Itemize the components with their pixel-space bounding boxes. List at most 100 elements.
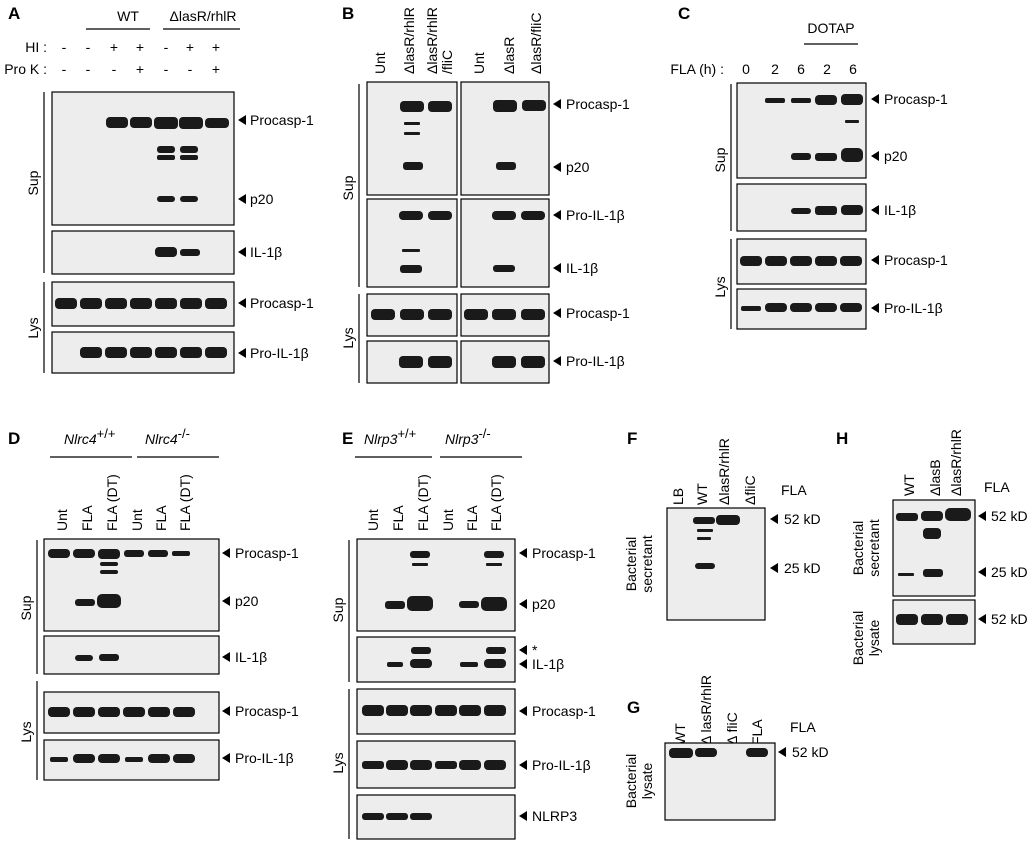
panel-a-hi-6: + [186, 39, 194, 55]
panel-a-label-procasp: Procasp-1 [250, 112, 314, 128]
panel-b-lane-lasr: ΔlasR [501, 37, 517, 74]
panel-g-letter: G [627, 698, 640, 717]
panel-c-time-1: 0 [742, 61, 750, 77]
panel-c-time-2: 2 [771, 61, 779, 77]
panel-a-label-proil1b: Pro-IL-1β [250, 345, 309, 361]
panel-g-title: FLA [790, 719, 816, 735]
panel-c-time-3: 6 [797, 61, 805, 77]
panel-a-hi-7: + [212, 39, 220, 55]
panel-b-label-proil1b-lys: Pro-IL-1β [566, 353, 625, 369]
panel-c-row-label: FLA (h) : [670, 61, 724, 77]
panel-b-lane-unt-2: Unt [471, 52, 487, 74]
panel-a-label-p20: p20 [250, 191, 274, 207]
panel-d-blot-sup-il1b [43, 635, 220, 675]
panel-a: A WT ΔlasR/rhlR HI : Pro K : - - + + - +… [4, 4, 314, 374]
panel-d-lane-1: Unt [54, 509, 70, 531]
panel-a-bracket-lys: Lys [25, 317, 41, 338]
panel-h-marker-25: 25 kD [991, 564, 1028, 580]
panel-e-label-p20: p20 [532, 596, 556, 612]
panel-g: G WT Δ lasR/rhlR Δ fliC FLA FLA Bacteria… [623, 675, 829, 821]
panel-e-label-asterisk: * [532, 642, 538, 658]
panel-b-bracket-lys: Lys [340, 327, 356, 348]
panel-d-label-proil1b: Pro-IL-1β [235, 750, 294, 766]
panel-c-bracket-sup: Sup [712, 147, 728, 172]
panel-f-lane-wt: WT [694, 483, 710, 505]
panel-c: C DOTAP FLA (h) : 0 2 6 2 6 [670, 4, 948, 330]
panel-e-letter: E [342, 429, 353, 448]
panel-d-lane-4: Unt [129, 509, 145, 531]
panel-c-letter: C [678, 4, 690, 23]
panel-d-lane-5: FLA [153, 505, 169, 531]
panel-b-lane-lasr-flic: ΔlasR/fliC [528, 13, 544, 74]
panel-c-label-p20: p20 [884, 148, 908, 164]
panel-g-lane-fla: FLA [749, 719, 765, 745]
panel-e-lane-3: FLA (DT) [415, 474, 431, 531]
panel-b-lane-lasrrhlr-flic-1: ΔlasR/rhlR [424, 7, 440, 74]
panel-g-marker-52: 52 kD [792, 744, 829, 760]
panel-e-lane-1: Unt [365, 509, 381, 531]
panel-h-side-lys-1: Bacterial [850, 611, 866, 665]
panel-b-blot-sup-procasp-left [366, 81, 458, 196]
panel-d-label-p20: p20 [235, 593, 259, 609]
panel-b-lane-lasrrhlr: ΔlasR/rhlR [401, 7, 417, 74]
panel-a-hi-4: + [136, 39, 144, 55]
panel-g-lane-wt: WT [672, 723, 688, 745]
panel-e-label-procasp-lys: Procasp-1 [532, 703, 596, 719]
panel-e-lane-2: FLA [390, 505, 406, 531]
panel-b-bracket-sup: Sup [340, 175, 356, 200]
panel-b-letter: B [342, 4, 354, 23]
panel-e: E Nlrp3+/+ Nlrp3-/- Unt FLA FLA (DT) Unt… [330, 426, 596, 840]
panel-d-label-procasp: Procasp-1 [235, 545, 299, 561]
panel-b-label-procasp-lys: Procasp-1 [566, 305, 630, 321]
panel-e-bracket-sup: Sup [330, 597, 346, 622]
panel-b-label-procasp: Procasp-1 [566, 96, 630, 112]
panel-d-lane-2: FLA [79, 505, 95, 531]
panel-a-hi-5: - [164, 39, 169, 55]
panel-d-bracket-sup: Sup [18, 595, 34, 620]
panel-h-side-sec-1: Bacterial [850, 521, 866, 575]
panel-f-blot-secretant [666, 507, 766, 621]
panel-b-label-il1b: IL-1β [566, 260, 598, 276]
panel-a-letter: A [8, 4, 20, 23]
panel-e-lane-4: Unt [440, 509, 456, 531]
panel-b-lane-unt-1: Unt [372, 52, 388, 74]
panel-h-lane-lasrrhlr: ΔlasR/rhlR [948, 429, 964, 496]
panel-b-label-proil1b: Pro-IL-1β [566, 207, 625, 223]
panel-a-prok-5: - [164, 61, 169, 77]
panel-f-marker-25: 25 kD [784, 560, 821, 576]
panel-h-side-sec-2: secretant [866, 519, 882, 577]
panel-a-row-prok-label: Pro K : [4, 61, 47, 77]
panel-d-lane-6: FLA (DT) [177, 474, 193, 531]
panel-e-bracket-lys: Lys [330, 752, 346, 773]
panel-a-blot-sup-procasp [51, 91, 235, 226]
panel-b-label-p20: p20 [566, 159, 590, 175]
panel-f-lane-lb: LB [670, 488, 686, 505]
panel-e-label-procasp: Procasp-1 [532, 545, 596, 561]
panel-e-label-nlrp3: NLRP3 [532, 808, 577, 824]
panel-e-lane-5: FLA [464, 505, 480, 531]
panel-d-label-il1b: IL-1β [235, 649, 267, 665]
panel-a-group-mutant: ΔlasR/rhlR [170, 8, 237, 24]
panel-f-title: FLA [781, 482, 807, 498]
panel-a-label-procasp-lys: Procasp-1 [250, 295, 314, 311]
panel-b: B Unt ΔlasR/rhlR ΔlasR/rhlR /fliC Unt Δl… [340, 4, 630, 384]
panel-d: D Nlrc4+/+ Nlrc4-/- Unt FLA FLA (DT) Unt… [8, 426, 299, 781]
panel-c-time-4: 2 [823, 61, 831, 77]
panel-f: F LB WT ΔlasR/rhlR ΔfliC FLA Bacterial s… [623, 429, 821, 621]
panel-c-group-dotap: DOTAP [807, 20, 854, 36]
panel-f-letter: F [627, 429, 637, 448]
panel-g-lane-lasrrhlr: Δ lasR/rhlR [698, 675, 714, 745]
panel-h-side-lys-2: lysate [866, 620, 882, 657]
panel-a-row-hi-label: HI : [25, 39, 47, 55]
panel-h-marker-52-lys: 52 kD [991, 611, 1028, 627]
panel-a-prok-4: + [136, 61, 144, 77]
panel-f-lane-lasrrhlr: ΔlasR/rhlR [716, 438, 732, 505]
panel-e-label-proil1b: Pro-IL-1β [532, 757, 591, 773]
panel-c-label-il1b: IL-1β [884, 202, 916, 218]
panel-c-label-procasp: Procasp-1 [884, 91, 948, 107]
panel-a-prok-2: - [86, 61, 91, 77]
panel-a-prok-6: - [188, 61, 193, 77]
panel-a-prok-3: - [112, 61, 117, 77]
panel-a-hi-2: - [86, 39, 91, 55]
